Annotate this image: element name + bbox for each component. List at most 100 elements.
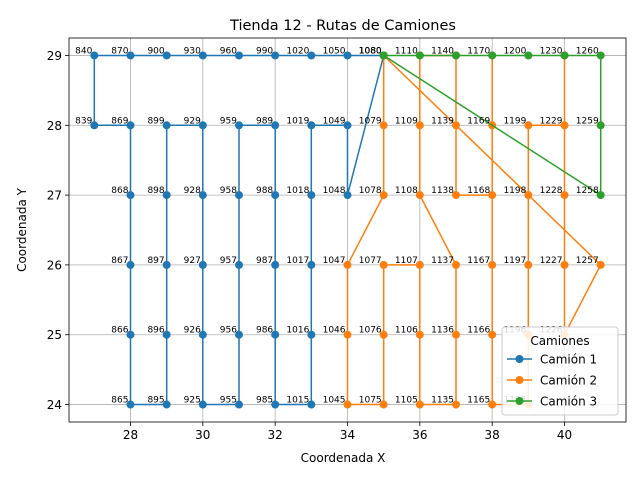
point-label: 897	[147, 256, 164, 266]
point-label: 1016	[286, 326, 309, 336]
x-tick-label: 36	[412, 428, 427, 442]
point-label: 1107	[395, 256, 418, 266]
chart-title: Tienda 12 - Rutas de Camiones	[229, 18, 456, 34]
data-point	[271, 400, 280, 409]
data-point	[415, 51, 424, 60]
point-label: 925	[184, 396, 201, 406]
point-label: 1110	[395, 46, 418, 56]
data-point	[271, 121, 280, 130]
data-point	[379, 121, 388, 130]
data-point	[126, 121, 135, 130]
point-label: 959	[220, 116, 237, 126]
point-label: 1257	[576, 256, 599, 266]
data-point	[162, 400, 171, 409]
data-point	[271, 191, 280, 200]
point-label: 1020	[286, 46, 309, 56]
point-label: 1229	[540, 116, 563, 126]
x-tick-label: 28	[123, 428, 138, 442]
data-point	[162, 330, 171, 339]
data-point	[379, 51, 388, 60]
data-point	[271, 260, 280, 269]
series-layer	[90, 51, 605, 409]
point-label: 1200	[503, 46, 526, 56]
legend: Camiones Camión 1 Camión 2 Camión 3	[501, 326, 619, 416]
data-point	[560, 121, 569, 130]
data-point	[379, 191, 388, 200]
x-axis-ticks: 28 30 32 34 36 38 40	[123, 422, 572, 442]
point-label: 1080	[359, 46, 382, 56]
y-tick-label: 24	[47, 398, 62, 412]
legend-box	[501, 326, 619, 416]
data-point	[596, 260, 605, 269]
point-label: 956	[220, 326, 237, 336]
data-point	[488, 330, 497, 339]
data-point	[162, 51, 171, 60]
point-label: 988	[256, 186, 273, 196]
data-point	[452, 400, 461, 409]
point-label: 985	[256, 396, 273, 406]
point-label: 926	[184, 326, 201, 336]
point-label: 987	[256, 256, 273, 266]
data-point	[560, 260, 569, 269]
data-point	[415, 121, 424, 130]
data-point	[307, 260, 316, 269]
point-label: 1168	[467, 186, 490, 196]
point-label: 1227	[540, 256, 563, 266]
data-point	[379, 260, 388, 269]
data-point	[307, 330, 316, 339]
point-label: 1049	[323, 116, 346, 126]
data-point	[126, 330, 135, 339]
data-point	[488, 191, 497, 200]
legend-label: Camión 2	[540, 374, 597, 388]
point-label: 1046	[323, 326, 346, 336]
data-point	[307, 121, 316, 130]
y-tick-label: 28	[47, 119, 62, 133]
point-label: 1105	[395, 396, 418, 406]
point-label: 1258	[576, 186, 599, 196]
point-label: 928	[184, 186, 201, 196]
point-label: 1050	[323, 46, 346, 56]
data-point	[379, 330, 388, 339]
y-tick-label: 25	[47, 328, 62, 342]
point-label: 899	[147, 116, 164, 126]
point-label: 1019	[286, 116, 309, 126]
legend-marker	[515, 397, 524, 405]
point-label: 1169	[467, 116, 490, 126]
point-label: 1259	[576, 116, 599, 126]
point-label: 958	[220, 186, 237, 196]
point-label: 1170	[467, 46, 490, 56]
point-label: 1139	[431, 116, 454, 126]
point-label: 1048	[323, 186, 346, 196]
point-label: 1167	[467, 256, 490, 266]
point-label: 900	[147, 46, 164, 56]
point-label: 898	[147, 186, 164, 196]
point-label: 1079	[359, 116, 382, 126]
point-label: 1166	[467, 326, 490, 336]
point-label: 989	[256, 116, 273, 126]
data-point	[596, 121, 605, 130]
data-point	[560, 51, 569, 60]
y-tick-label: 29	[47, 49, 62, 63]
legend-entry: Camión 2	[507, 374, 597, 388]
legend-marker	[515, 376, 524, 384]
data-point	[415, 260, 424, 269]
data-point	[488, 51, 497, 60]
data-point	[162, 260, 171, 269]
series-line	[383, 54, 602, 196]
data-point	[162, 121, 171, 130]
point-label: 1137	[431, 256, 454, 266]
data-point	[126, 191, 135, 200]
data-point	[596, 51, 605, 60]
point-label: 1078	[359, 186, 382, 196]
legend-title: Camiones	[530, 334, 589, 348]
series-3	[379, 51, 605, 200]
point-label: 1076	[359, 326, 382, 336]
point-label: 1138	[431, 186, 454, 196]
data-point	[379, 400, 388, 409]
point-label: 957	[220, 256, 237, 266]
x-tick-label: 32	[268, 428, 283, 442]
y-axis-label: Coordenada Y	[15, 187, 29, 272]
point-label: 1165	[467, 396, 490, 406]
y-axis-ticks: 24 25 26 27 28 29	[47, 49, 69, 412]
